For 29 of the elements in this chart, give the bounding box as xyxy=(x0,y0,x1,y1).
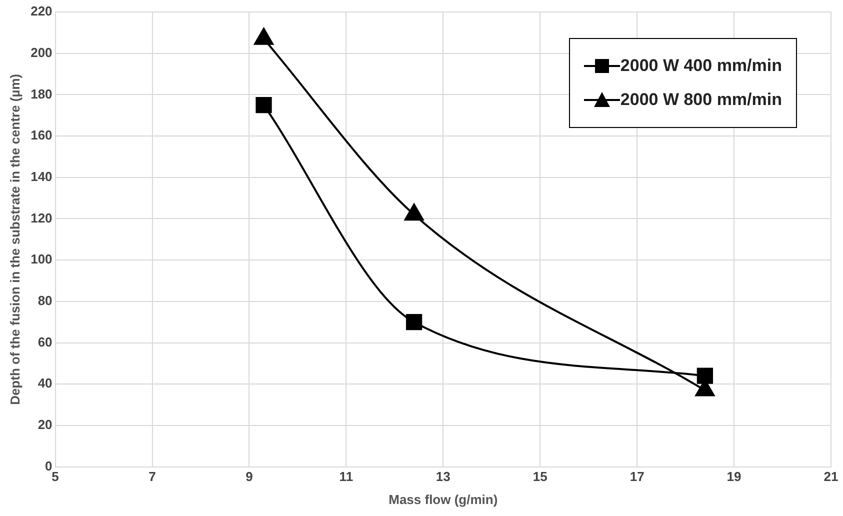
y-tick-label: 200 xyxy=(30,44,52,60)
x-tick-label: 17 xyxy=(630,469,644,484)
x-tick-label: 13 xyxy=(436,469,450,484)
x-tick-label: 15 xyxy=(532,469,548,484)
y-tick-label: 180 xyxy=(30,86,52,102)
point xyxy=(254,28,274,45)
y-tick-label: 40 xyxy=(38,376,52,391)
x-tick-label: 5 xyxy=(52,469,59,484)
y-tick-label: 60 xyxy=(38,334,52,350)
y-tick-label: 120 xyxy=(30,210,52,226)
legend-label: 2000 W 400 mm/min xyxy=(620,56,782,76)
x-tick-label: 9 xyxy=(246,469,253,484)
x-tick-label: 21 xyxy=(824,469,838,484)
point xyxy=(406,314,422,330)
x-tick-label: 11 xyxy=(339,469,354,484)
y-axis-title: Depth of the fusion in the substrate in the centre (µm) xyxy=(7,74,22,405)
y-tick-label: 140 xyxy=(30,168,52,184)
point xyxy=(404,204,424,221)
y-tick-label: 0 xyxy=(45,458,52,474)
x-axis-title: Mass flow (g/min) xyxy=(388,492,498,507)
y-tick-label: 220 xyxy=(30,4,52,19)
legend-label: 2000 W 800 mm/min xyxy=(620,90,782,110)
point xyxy=(696,368,714,384)
y-tick-label: 20 xyxy=(38,417,52,432)
x-tick-label: 19 xyxy=(726,469,742,484)
y-tick-label: 80 xyxy=(38,292,52,308)
y-tick-label: 100 xyxy=(30,252,52,267)
y-tick-label: 160 xyxy=(30,128,52,143)
x-tick-label: 7 xyxy=(148,469,156,484)
